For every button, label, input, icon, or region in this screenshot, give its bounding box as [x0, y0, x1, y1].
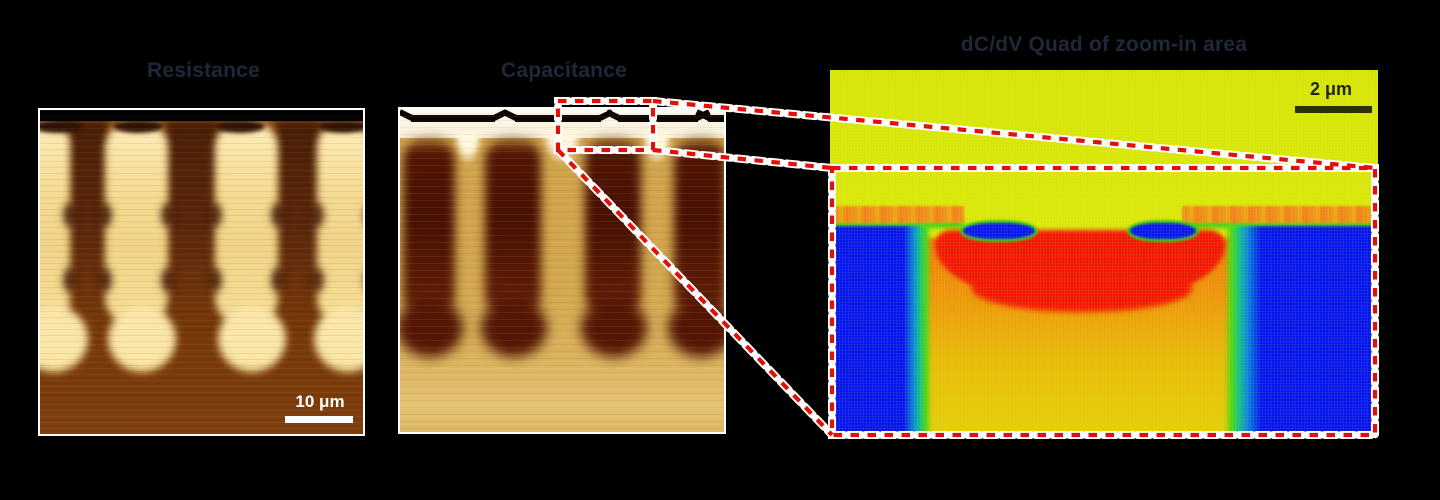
capacitance-column-bulb [400, 299, 463, 357]
resistance-pillar [40, 122, 70, 324]
resistance-image: 10 μm [38, 108, 365, 436]
resistance-pillar-bulb [218, 306, 286, 372]
capacitance-column [485, 137, 541, 317]
capacitance-column-bulb [481, 299, 547, 357]
resistance-pillar [215, 122, 278, 324]
capacitance-title: Capacitance [501, 59, 627, 82]
dcdv-title: dC/dV Quad of zoom-in area [960, 33, 1248, 56]
resistance-scale-label: 10 μm [295, 392, 345, 411]
dcdv-scale-bar [1295, 106, 1372, 113]
resistance-pillar [317, 122, 363, 324]
resistance-trench [68, 120, 108, 338]
dcdv-image: 2 μm [830, 70, 1378, 435]
resistance-pillar-bulb [108, 306, 176, 372]
resistance-pillar [105, 122, 168, 324]
resistance-pillar-bulb [314, 306, 363, 372]
resistance-dark-cap [318, 120, 363, 133]
resistance-dark-cap [113, 120, 163, 133]
capacitance-column [403, 137, 455, 317]
capacitance-bright-gap [454, 131, 482, 163]
resistance-dark-cap [215, 120, 265, 133]
resistance-trench [166, 120, 218, 338]
resistance-scale-bar [285, 416, 353, 423]
capacitance-scanline-texture [400, 109, 724, 432]
resistance-top-strip [40, 110, 363, 121]
dcdv-noise-texture [830, 70, 1378, 435]
resistance-trench [276, 120, 320, 338]
capacitance-electrode [411, 115, 495, 122]
resistance-title: Resistance [147, 59, 260, 82]
resistance-scanline-texture [40, 110, 363, 434]
resistance-dark-cap [40, 120, 83, 133]
capacitance-image [398, 107, 726, 434]
dcdv-scale-label: 2 μm [1309, 79, 1353, 99]
